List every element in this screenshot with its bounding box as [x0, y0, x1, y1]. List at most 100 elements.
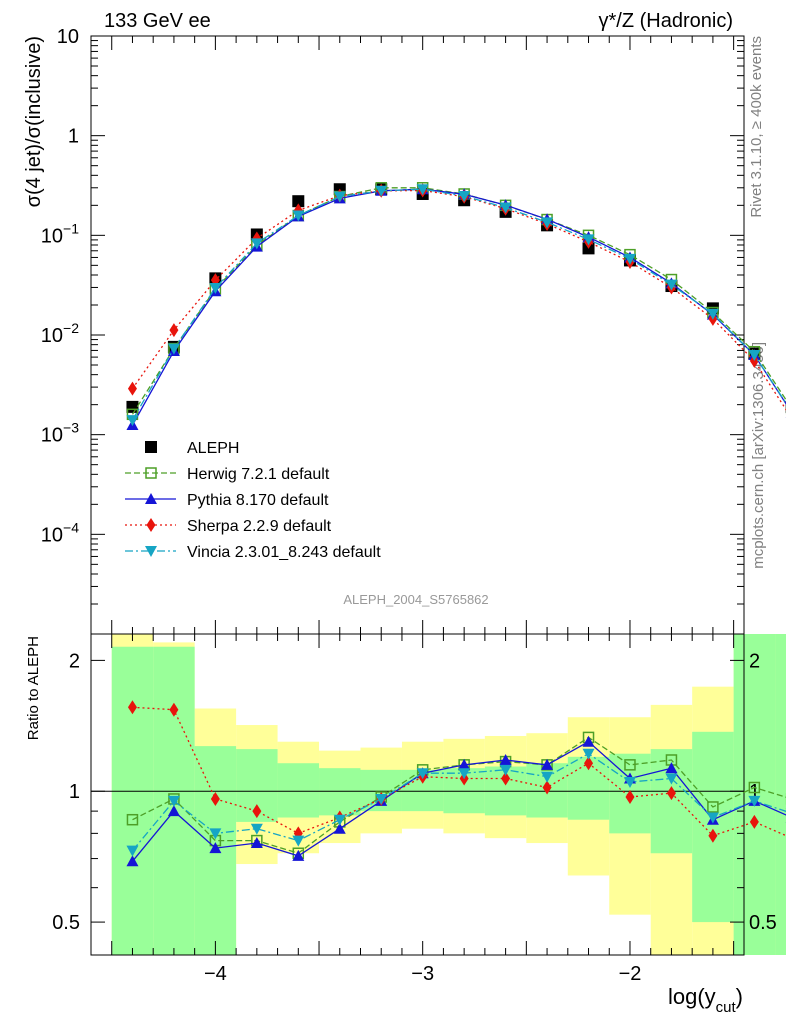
header-left: 133 GeV ee	[104, 10, 211, 32]
ratio-point	[624, 759, 636, 771]
ratio-point	[748, 795, 761, 807]
ratio-point	[167, 805, 180, 817]
ratio-point	[250, 823, 263, 835]
green-band	[277, 763, 320, 818]
ratio-point	[499, 764, 512, 776]
legend-marker	[145, 493, 157, 504]
ratio-point	[625, 789, 635, 804]
legend-label: Vincia 2.3.01_8.243 default	[187, 544, 381, 561]
legend-item: Sherpa 2.2.9 default	[125, 518, 332, 535]
main-line	[131, 189, 786, 411]
ratio-y-tick-label: 0.5	[52, 912, 80, 934]
legend-label: Sherpa 2.2.9 default	[187, 518, 332, 535]
legend-item: Pythia 8.170 default	[125, 492, 329, 509]
main-point	[748, 349, 761, 361]
main-point	[127, 381, 137, 396]
main-line	[131, 187, 786, 415]
green-band	[111, 646, 154, 955]
legend-label: Herwig 7.2.1 default	[187, 466, 330, 483]
main-series-pythia	[126, 183, 786, 431]
ratio-y-axis-label: Ratio to ALEPH	[25, 636, 42, 740]
ratio-point	[252, 804, 262, 819]
main-point	[292, 195, 305, 208]
side-label-rivet: Rivet 3.1.10, ≥ 400k events	[748, 36, 765, 218]
main-point	[623, 253, 636, 265]
ratio-point	[706, 812, 719, 824]
ratio-uncertainty-bands	[111, 634, 786, 955]
ratio-point	[126, 855, 139, 867]
ratio-point	[708, 828, 718, 843]
main-plot: 10 1 10−1 10−2 10−3 10−4	[41, 26, 786, 635]
ratio-point	[333, 822, 346, 834]
ratio-point	[582, 748, 595, 760]
y-tick-label: 10	[57, 26, 79, 48]
ratio-point	[375, 793, 388, 805]
ratio-point	[209, 842, 222, 854]
ratio-y-tick-label-right: 0.5	[749, 912, 777, 934]
main-line	[131, 188, 786, 426]
y-tick-label: 10−2	[41, 320, 79, 347]
ratio-point	[748, 781, 761, 794]
main-point	[169, 323, 179, 338]
ratio-point	[541, 758, 554, 770]
ratio-series-vincia	[126, 748, 786, 857]
green-band	[775, 634, 786, 955]
main-point	[126, 415, 139, 427]
ratio-point	[582, 735, 595, 747]
main-point	[126, 400, 139, 413]
ratio-y-tick-label: 1	[69, 781, 80, 803]
main-series-aleph	[126, 183, 786, 413]
main-point	[209, 283, 222, 295]
ratio-frame	[90, 633, 745, 956]
main-point	[167, 343, 180, 355]
y-tick-label: 10−1	[41, 220, 79, 247]
ratio-point	[209, 828, 222, 840]
ratio-point	[665, 762, 678, 774]
ratio-point	[126, 845, 139, 857]
legend-label: Pythia 8.170 default	[187, 492, 329, 509]
header-right: γ*/Z (Hadronic)	[599, 10, 733, 32]
legend-item: Vincia 2.3.01_8.243 default	[125, 544, 381, 561]
ratio-point	[499, 753, 512, 765]
y-tick-label: 1	[68, 126, 79, 148]
green-band	[733, 634, 776, 955]
main-point	[665, 279, 678, 291]
x-tick-label: −3	[411, 963, 434, 985]
legend-label: ALEPH	[187, 440, 239, 457]
green-band	[692, 731, 734, 923]
main-point	[706, 308, 719, 320]
ratio-point	[541, 771, 554, 783]
main-point	[375, 185, 388, 197]
ratio-point	[458, 768, 471, 780]
main-point	[458, 191, 471, 203]
ratio-point	[623, 777, 636, 789]
main-series-sherpa	[127, 183, 786, 411]
main-series-herwig	[126, 182, 786, 421]
ratio-point	[169, 702, 179, 717]
ratio-plot: −4 −3 −22 21 10.5 0.5	[52, 633, 786, 985]
legend-marker	[145, 546, 157, 557]
ratio-y-tick-label: 2	[69, 650, 80, 672]
legend-item: ALEPH	[145, 440, 239, 457]
ratio-point	[250, 837, 263, 849]
ratio-point	[501, 771, 511, 786]
legend-marker	[145, 441, 157, 453]
ratio-point	[292, 849, 305, 861]
ratio-point	[666, 786, 676, 801]
main-point	[292, 210, 305, 222]
y-tick-label: 10−3	[41, 420, 79, 447]
main-point	[499, 202, 512, 214]
side-label-mcplots: mcplots.cern.ch [arXiv:1306.3436]	[750, 342, 767, 569]
ratio-point	[749, 814, 759, 829]
ratio-point	[333, 814, 346, 826]
ratio-y-tick-label-right: 2	[749, 650, 760, 672]
main-point	[541, 217, 554, 229]
ratio-point	[665, 773, 678, 785]
main-point	[416, 184, 429, 196]
main-point	[582, 234, 595, 246]
main-y-axis-label: σ(4 jet)/σ(inclusive)	[23, 36, 45, 207]
legend-item: Herwig 7.2.1 default	[125, 466, 330, 483]
main-line	[131, 188, 786, 421]
x-tick-label: −4	[204, 963, 227, 985]
